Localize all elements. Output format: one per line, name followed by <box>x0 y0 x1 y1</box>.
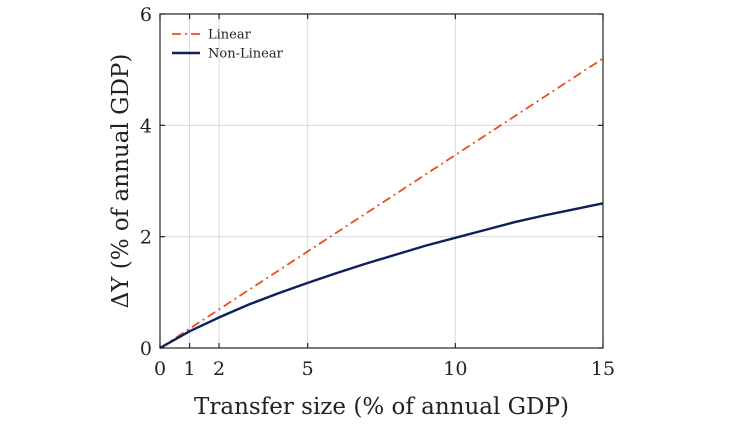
y-tick-label: 0 <box>140 338 152 360</box>
x-tick-label: 2 <box>213 358 225 380</box>
y-tick-labels: 0 2 4 6 <box>140 4 152 360</box>
y-tick-label: 4 <box>140 115 152 137</box>
legend-label: Non-Linear <box>208 47 284 62</box>
series-line-linear <box>159 57 604 349</box>
y-axis-label: ΔY (% of annual GDP) <box>108 54 134 309</box>
y-tick-label: 6 <box>140 4 152 26</box>
axes-box <box>159 13 604 349</box>
y-tick-label: 2 <box>140 227 152 249</box>
x-tick-label: 0 <box>154 358 166 380</box>
axis-ticks <box>159 13 604 349</box>
legend: Linear Non-Linear <box>172 28 284 62</box>
series-line-non-linear <box>159 202 604 350</box>
legend-label: Linear <box>208 28 252 43</box>
x-tick-label: 5 <box>302 358 314 380</box>
series-lines <box>159 57 604 350</box>
x-tick-label: 10 <box>443 358 467 380</box>
grid-lines <box>159 13 604 349</box>
x-axis-label: Transfer size (% of annual GDP) <box>194 394 569 420</box>
x-tick-label: 1 <box>183 358 195 380</box>
x-tick-label: 15 <box>591 358 615 380</box>
x-tick-labels: 0 1 2 5 10 15 <box>154 358 615 380</box>
